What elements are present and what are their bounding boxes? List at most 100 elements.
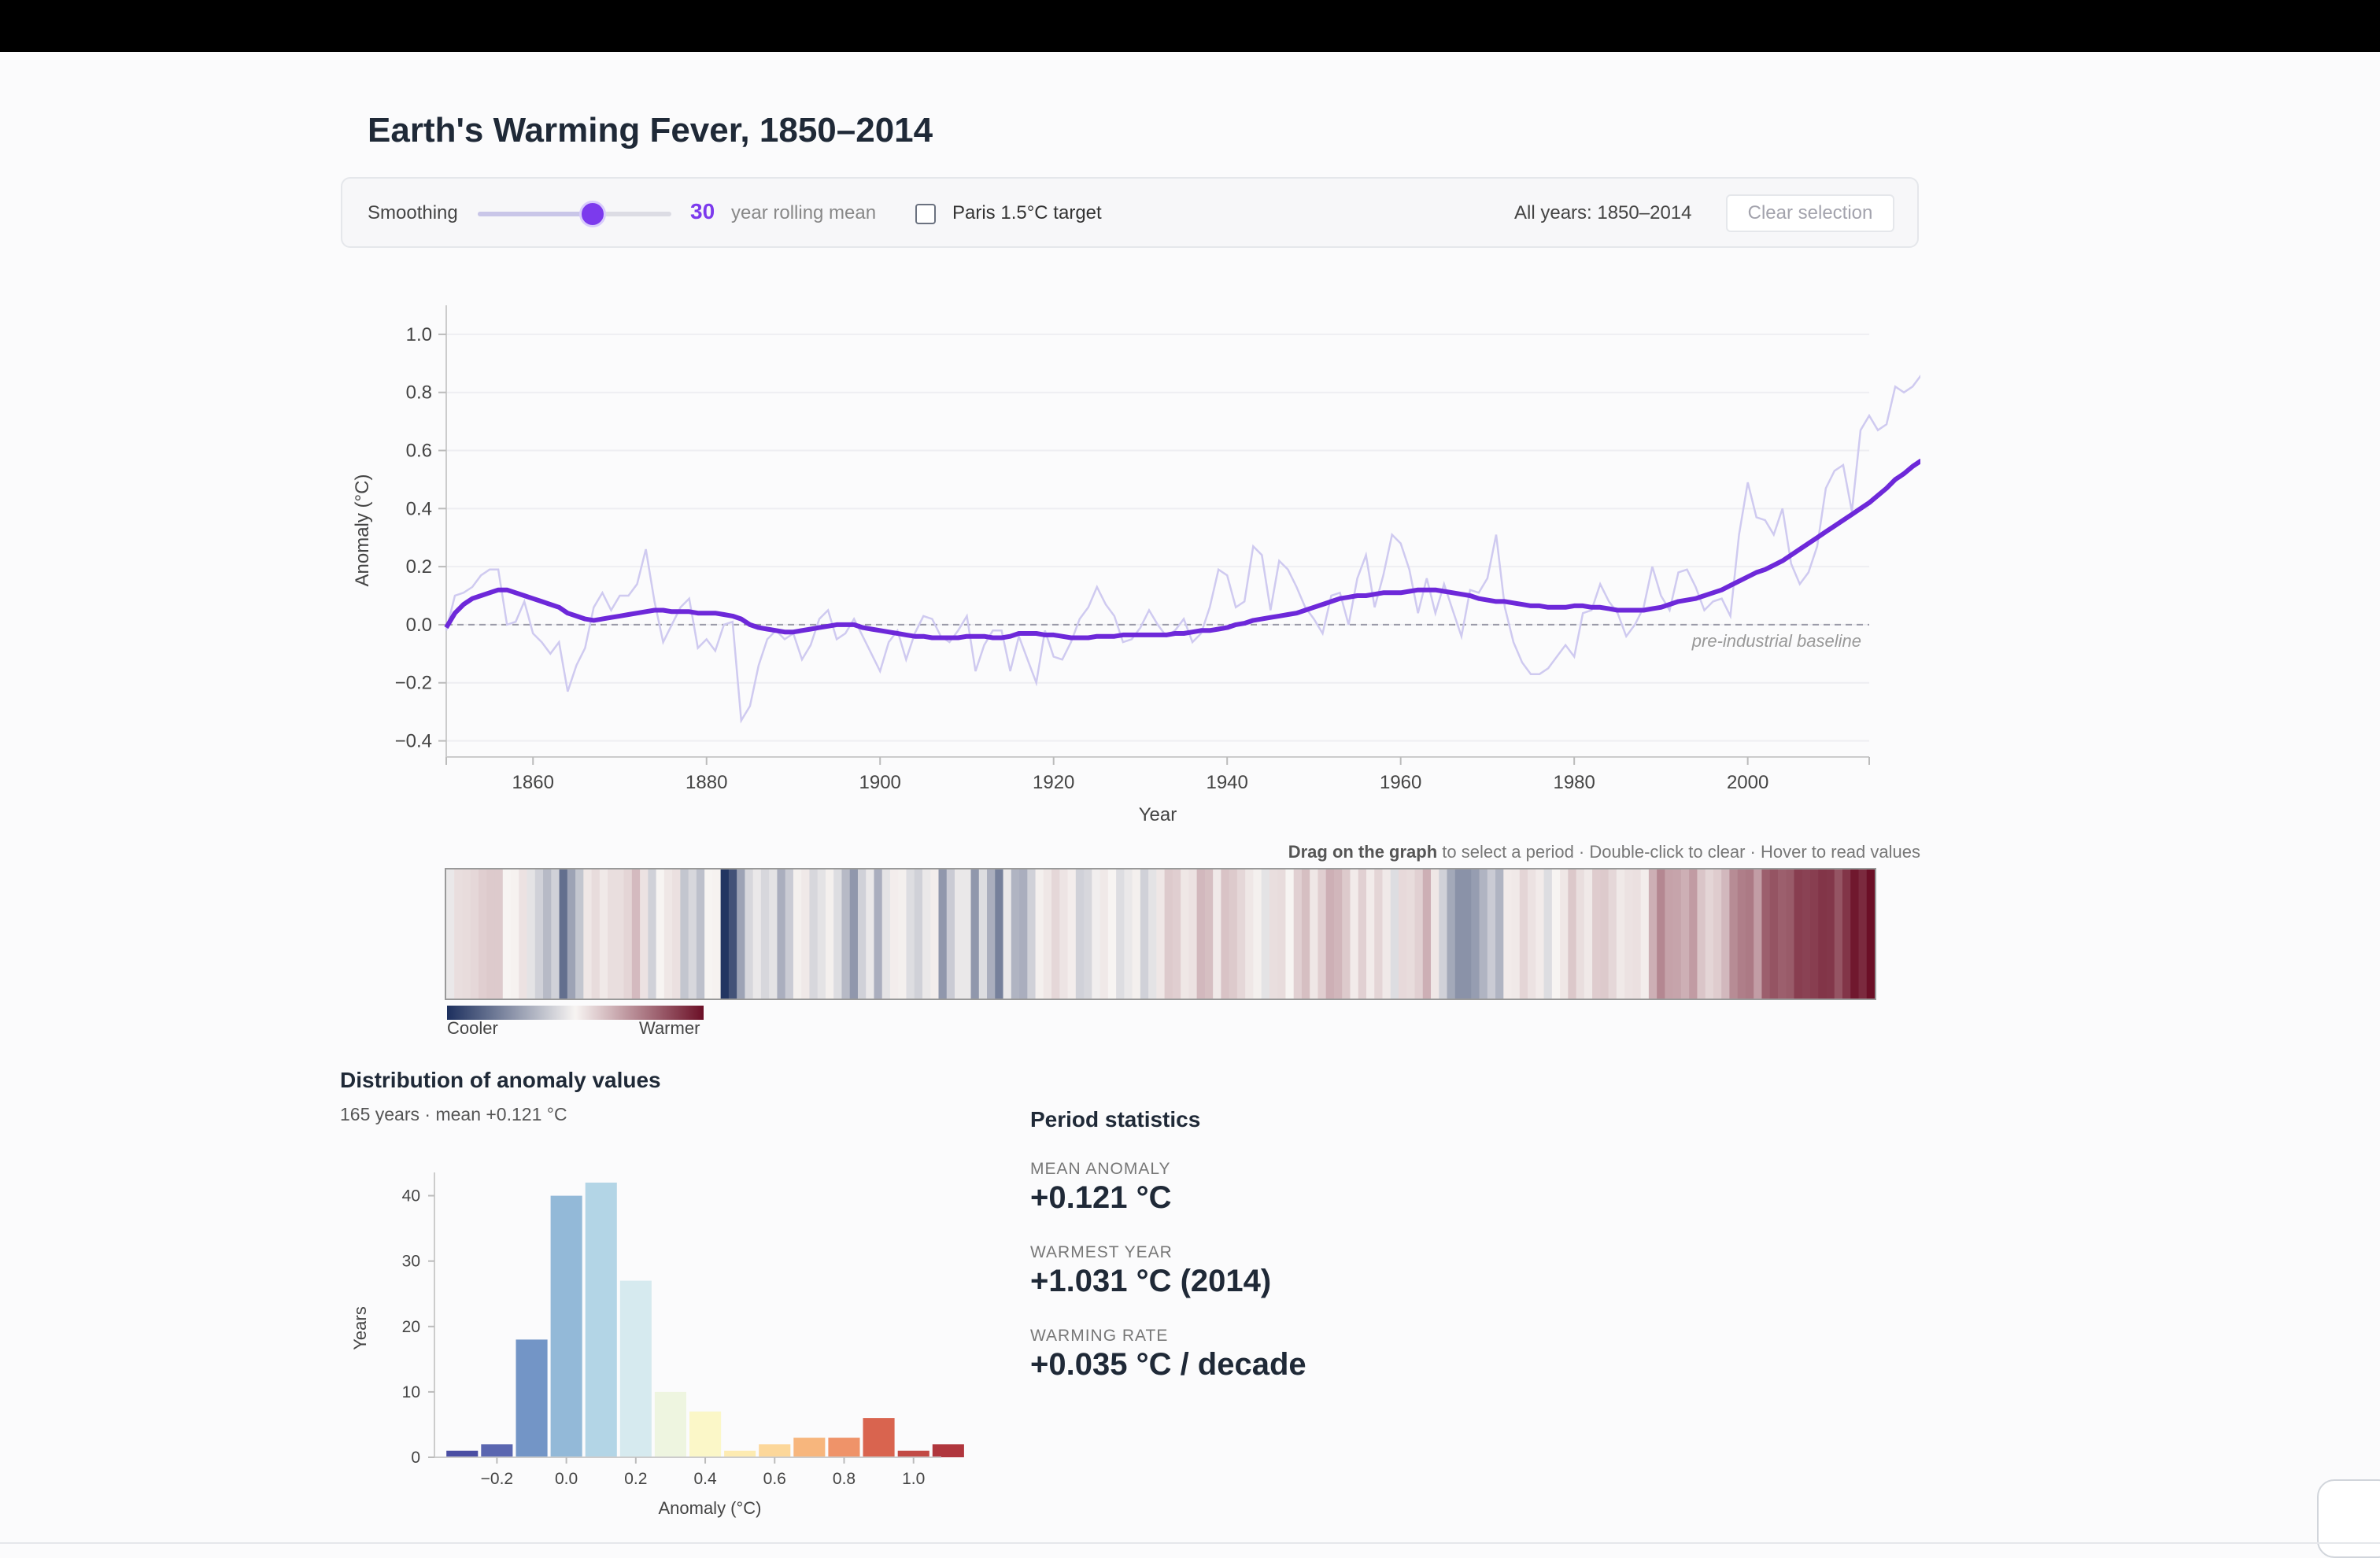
stripe-year-1904[interactable] [881,869,891,999]
stripe-year-1953[interactable] [1277,869,1287,999]
stripe-year-2026[interactable] [1866,869,1876,999]
stripe-year-2019[interactable] [1809,869,1819,999]
stripe-year-1920[interactable] [1011,869,1020,999]
stripe-year-1997[interactable] [1632,869,1642,999]
stripe-year-1972[interactable] [1431,869,1439,999]
stripe-year-1888[interactable] [752,869,762,999]
stripe-year-1951[interactable] [1261,869,1270,999]
stripe-year-1916[interactable] [978,869,988,999]
stripe-year-1964[interactable] [1366,869,1375,999]
stripe-year-1878[interactable] [672,869,681,999]
stripe-year-1991[interactable] [1584,869,1593,999]
stripe-year-1867[interactable] [583,869,593,999]
stripe-year-1956[interactable] [1301,869,1310,999]
stripe-year-2018[interactable] [1802,869,1811,999]
paris-target-label[interactable]: Paris 1.5°C target [952,202,1102,223]
stripe-year-1967[interactable] [1390,869,1399,999]
stripe-year-1865[interactable] [567,869,576,999]
stripe-year-1986[interactable] [1543,869,1553,999]
stripe-year-1876[interactable] [656,869,665,999]
smoothing-slider-thumb[interactable] [578,201,606,227]
stripe-year-1855[interactable] [486,869,496,999]
stripe-year-1948[interactable] [1236,869,1246,999]
stripe-year-1851[interactable] [454,869,464,999]
stripe-year-1850[interactable] [446,869,455,999]
stripe-year-2009[interactable] [1729,869,1739,999]
stripe-year-1966[interactable] [1382,869,1391,999]
stripe-year-1989[interactable] [1568,869,1577,999]
stripe-year-1887[interactable] [745,869,754,999]
histogram-bar[interactable] [724,1450,756,1457]
stripe-year-2014[interactable] [1769,869,1779,999]
stripe-year-1871[interactable] [615,869,625,999]
stripe-year-1908[interactable] [914,869,923,999]
stripe-year-1962[interactable] [1350,869,1359,999]
stripe-year-1995[interactable] [1616,869,1625,999]
stripe-year-1919[interactable] [1003,869,1012,999]
stripe-year-1917[interactable] [987,869,996,999]
stripe-year-1907[interactable] [906,869,915,999]
stripe-year-1994[interactable] [1608,869,1617,999]
stripe-year-1965[interactable] [1374,869,1384,999]
stripe-year-1898[interactable] [833,869,843,999]
stripe-year-2025[interactable] [1858,869,1868,999]
stripe-year-2011[interactable] [1745,869,1754,999]
stripe-year-1980[interactable] [1495,869,1504,999]
stripe-year-1927[interactable] [1067,869,1077,999]
stripe-year-1992[interactable] [1592,869,1601,999]
stripe-year-1931[interactable] [1099,869,1109,999]
clear-selection-button[interactable]: Clear selection [1726,194,1894,232]
stripe-year-1869[interactable] [599,869,608,999]
stripe-year-1947[interactable] [1229,869,1238,999]
stripe-year-1913[interactable] [955,869,963,999]
stripe-year-1915[interactable] [970,869,980,999]
stripe-year-2007[interactable] [1713,869,1722,999]
stripe-year-1975[interactable] [1454,869,1464,999]
stripe-year-1853[interactable] [470,869,479,999]
stripe-year-1892[interactable] [785,869,794,999]
stripe-year-1981[interactable] [1503,869,1513,999]
stripe-year-2013[interactable] [1761,869,1771,999]
histogram-bar[interactable] [654,1391,686,1457]
stripe-year-1941[interactable] [1181,869,1189,999]
stripe-year-2003[interactable] [1680,869,1690,999]
stripe-year-1974[interactable] [1447,869,1456,999]
stripe-year-1978[interactable] [1479,869,1488,999]
stripe-year-1866[interactable] [575,869,584,999]
stripe-year-1977[interactable] [1471,869,1480,999]
stripe-year-1950[interactable] [1253,869,1262,999]
stripe-year-1922[interactable] [1027,869,1037,999]
stripe-year-1882[interactable] [704,869,713,999]
stripe-year-1864[interactable] [559,869,568,999]
stripe-year-2006[interactable] [1705,869,1714,999]
stripe-year-1925[interactable] [1051,869,1060,999]
stripe-year-1885[interactable] [728,869,737,999]
stripe-year-1990[interactable] [1576,869,1585,999]
stripe-year-1902[interactable] [866,869,875,999]
stripe-year-1938[interactable] [1156,869,1166,999]
stripe-year-1858[interactable] [511,869,519,999]
stripe-year-1946[interactable] [1221,869,1230,999]
stripe-year-1999[interactable] [1648,869,1658,999]
histogram-bar[interactable] [828,1438,860,1457]
anomaly-line-chart[interactable]: −0.4−0.20.00.20.40.60.81.0 1860 1880 1900 1… [0,283,1920,834]
histogram-bar[interactable] [793,1438,826,1457]
stripe-year-1901[interactable] [857,869,867,999]
stripe-year-1870[interactable] [608,869,616,999]
smoothing-slider[interactable] [478,212,671,216]
stripe-year-1859[interactable] [519,869,528,999]
stripe-year-2002[interactable] [1672,869,1682,999]
stripe-year-1996[interactable] [1624,869,1633,999]
stripe-year-1854[interactable] [479,869,487,999]
stripe-year-1959[interactable] [1325,869,1335,999]
stripe-year-1930[interactable] [1092,869,1101,999]
stripe-year-1988[interactable] [1560,869,1569,999]
stripe-year-2005[interactable] [1697,869,1706,999]
stripe-year-1924[interactable] [1043,869,1052,999]
stripe-year-1863[interactable] [551,869,560,999]
stripe-year-1932[interactable] [1107,869,1117,999]
stripe-year-1857[interactable] [502,869,512,999]
stripe-year-1906[interactable] [898,869,907,999]
stripe-year-1895[interactable] [809,869,819,999]
stripe-year-1910[interactable] [930,869,940,999]
